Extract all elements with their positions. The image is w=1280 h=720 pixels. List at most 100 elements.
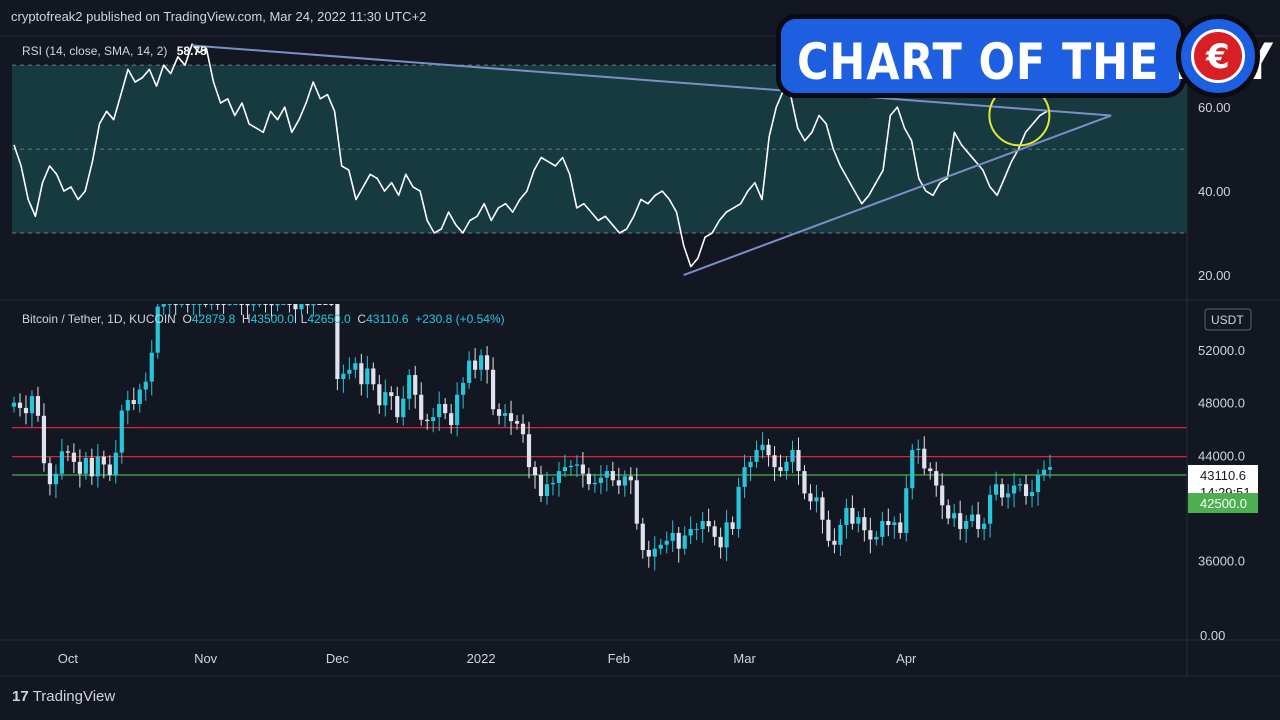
candle-body <box>904 488 909 533</box>
tradingview-footer[interactable]: 17 TradingView <box>12 688 115 705</box>
axes: 20.00 40.00 60.00 36000.0 44000.0 48000.0 5200… <box>0 35 1280 677</box>
candle-body <box>652 548 657 557</box>
candle-body <box>149 352 154 382</box>
candle-body <box>179 304 184 305</box>
candle-body <box>419 394 424 420</box>
candle-body <box>760 444 765 451</box>
candle-body <box>772 455 777 468</box>
candle-body <box>574 464 580 466</box>
rsi-tick-label: 40.00 <box>1198 184 1231 199</box>
candle-body <box>616 480 621 486</box>
candle-body <box>353 363 358 370</box>
candle-body <box>988 494 993 524</box>
tradingview-logo-icon: 17 <box>12 688 29 705</box>
candle-body <box>694 528 699 530</box>
candle-body <box>496 409 502 416</box>
candle-body <box>700 521 705 529</box>
candle-body <box>65 451 70 453</box>
close-label: C <box>357 312 367 326</box>
candle-body <box>838 525 843 545</box>
candle-body <box>766 444 771 456</box>
candle-body <box>622 476 627 486</box>
candle-body <box>802 471 807 494</box>
candle-body <box>562 467 568 472</box>
rsi-legend[interactable]: RSI (14, close, SMA, 14, 2) 58.75 <box>22 44 207 58</box>
candle-body <box>946 505 951 519</box>
candle-body <box>143 381 148 390</box>
candle-body <box>892 522 897 526</box>
candle-body <box>994 484 999 495</box>
candle-body <box>586 473 591 485</box>
last-price-value: 43110.6 <box>1200 468 1246 483</box>
candle-body <box>1029 492 1035 497</box>
candle-body <box>431 417 436 422</box>
candle-body <box>730 522 735 529</box>
candle-body <box>1041 469 1047 476</box>
candle-body <box>592 482 597 485</box>
candle-body <box>71 452 76 462</box>
candle-body <box>287 304 292 305</box>
candle-body <box>215 304 220 305</box>
candle-body <box>484 355 490 370</box>
candle-body <box>832 540 837 545</box>
candle-body <box>155 306 160 353</box>
candle-body <box>808 493 813 502</box>
candle-body <box>323 304 328 305</box>
candle-body <box>724 522 729 548</box>
rsi-legend-label: RSI (14, close, SMA, 14, 2) <box>22 44 168 58</box>
candle-body <box>233 304 238 305</box>
candle-body <box>89 457 94 477</box>
rsi-trendline-1 <box>683 114 1112 276</box>
candle-body <box>928 468 933 472</box>
candle-body <box>257 304 262 305</box>
candle-body <box>461 382 466 395</box>
symbol-legend[interactable]: Bitcoin / Tether, 1D, KUCOIN O42879.8 H4… <box>22 312 505 326</box>
candle-body <box>449 413 454 426</box>
candle-body <box>365 368 370 385</box>
candle-body <box>167 304 172 305</box>
candle-body <box>197 304 202 305</box>
candle-body <box>1047 467 1053 470</box>
candle-body <box>742 467 747 487</box>
time-tick-label: Oct <box>58 651 79 666</box>
candle-body <box>1035 475 1041 493</box>
change-value: +230.8 (+0.54%) <box>415 312 505 326</box>
open-label: O <box>182 312 192 326</box>
candle-body <box>185 304 190 305</box>
time-tick-label: Mar <box>733 651 756 666</box>
publication-header: cryptofreak2 published on TradingView.co… <box>11 9 427 24</box>
candle-body <box>550 482 556 485</box>
candle-body <box>479 355 484 370</box>
candle-body <box>598 477 603 483</box>
candle-body <box>371 368 376 385</box>
price-panel <box>11 304 1187 571</box>
rsi-tick-label: 60.00 <box>1198 100 1231 115</box>
candle-body <box>514 421 520 424</box>
price-tick-label: 48000.0 <box>1198 396 1245 411</box>
candle-body <box>17 402 23 408</box>
candle-body <box>443 403 448 414</box>
tradingview-brand: TradingView <box>32 688 116 705</box>
candle-body <box>347 369 352 374</box>
candle-body <box>377 384 382 406</box>
time-tick-label: Feb <box>608 651 630 666</box>
candle-body <box>538 475 544 497</box>
candle-body <box>1023 484 1029 497</box>
candle-body <box>790 450 795 462</box>
chart-of-the-day-badge: CHART OF THE DAY € <box>776 14 1273 102</box>
candle-body <box>544 484 550 497</box>
candle-body <box>982 523 987 529</box>
candle-body <box>113 452 118 476</box>
candle-body <box>269 304 274 306</box>
symbol-name: Bitcoin / Tether, 1D, KUCOIN <box>22 312 176 326</box>
candle-body <box>706 521 711 527</box>
candle-body <box>191 304 196 305</box>
candle-body <box>916 448 921 451</box>
candle-body <box>101 456 106 465</box>
rsi-legend-value: 58.75 <box>176 44 207 58</box>
candle-body <box>748 461 753 468</box>
crypto-news-logo-icon: € <box>1176 14 1260 98</box>
candle-body <box>952 513 957 519</box>
candle-body <box>964 521 969 529</box>
